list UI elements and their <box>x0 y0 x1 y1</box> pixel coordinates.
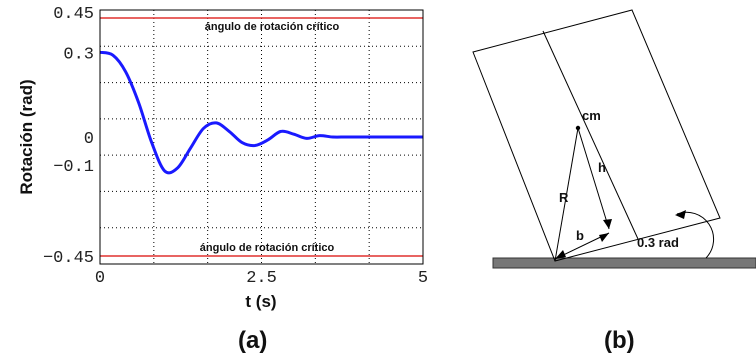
reference-label-bottom: ángulo de rotación crítico <box>200 242 335 254</box>
y-tick-label: 0 <box>84 130 94 149</box>
b-label: b <box>576 228 584 243</box>
height-arrow <box>577 127 610 230</box>
x-tick-labels: 0 2.5 5 <box>95 269 428 288</box>
ground-surface <box>492 257 756 269</box>
half-width-arrowhead-right <box>599 233 609 242</box>
y-tick-label: 0.45 <box>53 5 94 24</box>
x-tick-label: 0 <box>95 269 105 288</box>
x-tick-label: 2.5 <box>246 269 277 288</box>
radius-line <box>554 127 579 262</box>
x-axis-label: t (s) <box>245 292 276 311</box>
angle-arc <box>676 211 715 259</box>
series-line-rotation <box>99 50 423 175</box>
R-label: R <box>559 190 569 205</box>
panel-label-a: (a) <box>238 327 267 354</box>
angle-label: 0.3 rad <box>637 235 679 250</box>
height-arrowhead <box>603 219 612 229</box>
y-tick-label: −0.1 <box>53 158 94 177</box>
y-tick-labels: 0.45 0.3 0 −0.1 −0.45 <box>43 5 94 268</box>
y-tick-label: 0.3 <box>63 45 94 64</box>
diagram-panel: cm h R b 0.3 rad (b) <box>472 9 756 354</box>
y-axis-label: Rotación (rad) <box>17 79 36 194</box>
cm-label: cm <box>582 108 601 123</box>
h-label: h <box>598 160 606 175</box>
block-centerline <box>542 30 639 240</box>
panel-label-b: (b) <box>604 327 635 354</box>
reference-label-top: ángulo de rotación crítico <box>205 21 340 33</box>
chart-panel: ángulo de rotación crítico ángulo de rot… <box>17 5 428 354</box>
reference-lines <box>100 17 423 257</box>
plot-frame <box>99 9 424 265</box>
angle-arrowhead <box>675 210 686 219</box>
x-tick-label: 5 <box>418 269 428 288</box>
half-width-arrowhead-left <box>555 250 566 259</box>
tilted-block <box>472 9 721 262</box>
y-tick-label: −0.45 <box>43 249 94 268</box>
